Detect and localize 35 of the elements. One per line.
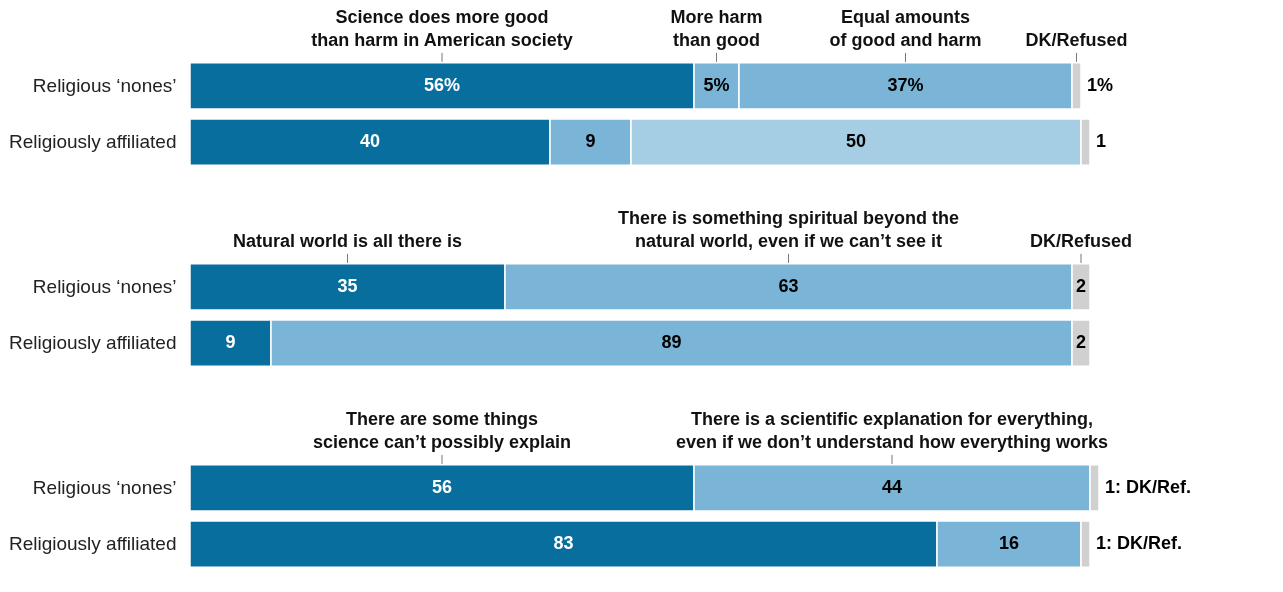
data-label: 2 bbox=[1075, 332, 1087, 353]
data-label: 40 bbox=[359, 131, 381, 152]
data-label: 37% bbox=[887, 74, 924, 95]
data-label: 44 bbox=[881, 476, 903, 497]
y-tick-label: Religiously affiliated bbox=[8, 533, 177, 555]
series-label: DK/Refused bbox=[1025, 29, 1128, 50]
data-label: 1 bbox=[1096, 131, 1107, 152]
series-label: There are some things science can’t possibly explain bbox=[312, 408, 572, 452]
series-label: There is something spiritual beyond the natural world, even if we can’t see it bbox=[617, 207, 960, 251]
series-label: Science does more good than harm in American society bbox=[311, 6, 573, 50]
series-label: DK/Refused bbox=[1029, 230, 1133, 251]
data-label: 89 bbox=[661, 332, 682, 353]
y-tick-label: Religiously affiliated bbox=[8, 332, 177, 354]
data-label: 9 bbox=[585, 131, 596, 152]
data-label: 16 bbox=[998, 533, 1020, 554]
data-label: 35 bbox=[337, 275, 358, 296]
series-label: Equal amounts of good and harm bbox=[829, 6, 982, 50]
data-label: 63 bbox=[778, 275, 799, 296]
data-label: 9 bbox=[225, 332, 236, 353]
data-label: 83 bbox=[553, 533, 574, 554]
series-label: More harm than good bbox=[670, 6, 763, 50]
data-label: 5% bbox=[703, 74, 730, 95]
y-tick-label: Religiously affiliated bbox=[8, 131, 177, 153]
data-label: 50 bbox=[845, 131, 867, 152]
data-label: 2 bbox=[1075, 275, 1087, 296]
data-label: 56% bbox=[423, 74, 461, 95]
data-label: 1: DK/Ref. bbox=[1096, 533, 1183, 554]
data-label: 56 bbox=[431, 476, 453, 497]
data-label: 1: DK/Ref. bbox=[1105, 476, 1192, 497]
y-tick-label: Religious ‘nones’ bbox=[32, 275, 177, 297]
series-label: There is a scientific explanation for everything, even if we don’t understand how everything works bbox=[675, 408, 1109, 452]
y-tick-label: Religious ‘nones’ bbox=[32, 74, 177, 96]
data-label: 1% bbox=[1087, 74, 1114, 95]
y-tick-label: Religious ‘nones’ bbox=[32, 476, 177, 498]
series-label: Natural world is all there is bbox=[232, 230, 463, 251]
